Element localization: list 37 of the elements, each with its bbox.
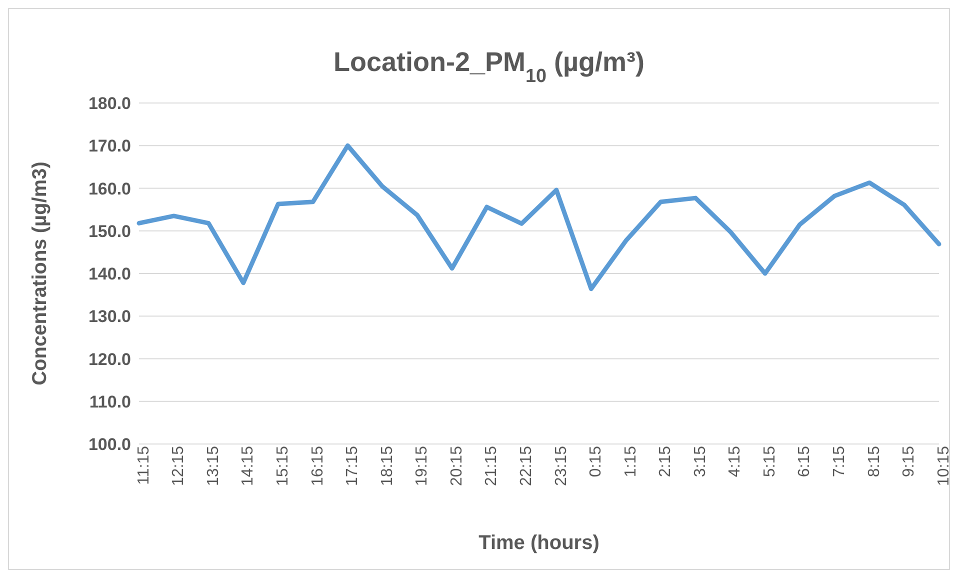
x-tick-label: 19:15: [414, 446, 431, 486]
y-tick-label: 130.0: [88, 307, 131, 326]
chart-title: Location-2_PM$_{10}$ (µg/m³): [333, 47, 645, 86]
x-axis-title: Time (hours): [478, 532, 600, 554]
y-axis-title: Concentrations (µg/m3): [29, 162, 52, 386]
x-tick-label: 2:15: [657, 446, 674, 478]
x-tick-label: 13:15: [204, 446, 222, 486]
x-tick-label: 21:15: [483, 446, 500, 486]
x-tick-label: 12:15: [170, 446, 188, 486]
x-tick-label: 22:15: [518, 446, 535, 486]
x-tick-label: 4:15: [726, 446, 744, 478]
x-tick-label: 20:15: [448, 446, 466, 486]
x-tick-label: 14:15: [240, 446, 257, 486]
x-tick-label: 10:15: [935, 446, 952, 486]
x-tick-label: 5:15: [761, 446, 778, 478]
x-tick-label: 23:15: [552, 446, 570, 486]
y-tick-label: 100.0: [88, 435, 131, 454]
y-tick-label: 110.0: [89, 392, 131, 412]
x-tick-label: 7:15: [831, 446, 848, 478]
x-tick-label: 9:15: [900, 446, 918, 478]
x-tick-label: 17:15: [344, 446, 362, 486]
x-tick-label: 18:15: [378, 446, 396, 486]
line-series: [136, 143, 942, 292]
x-tick-label: 6:15: [796, 446, 814, 478]
x-tick-label: 0:15: [588, 446, 605, 478]
y-tick-label: 150.0: [88, 222, 131, 241]
x-tick-label: 16:15: [309, 446, 326, 486]
x-tick-label: 3:15: [692, 446, 709, 478]
y-tick-label: 160.0: [88, 179, 131, 198]
x-tick-label: 15:15: [274, 446, 292, 486]
y-tick-label: 180.0: [88, 94, 131, 114]
x-tick-label: 1:15: [622, 446, 640, 478]
x-tick-label: 11:15: [135, 446, 152, 485]
y-tick-label: 140.0: [88, 264, 131, 284]
y-tick-label: 120.0: [88, 350, 131, 369]
y-tick-label: 170.0: [88, 136, 131, 156]
x-tick-label: 8:15: [866, 446, 883, 478]
